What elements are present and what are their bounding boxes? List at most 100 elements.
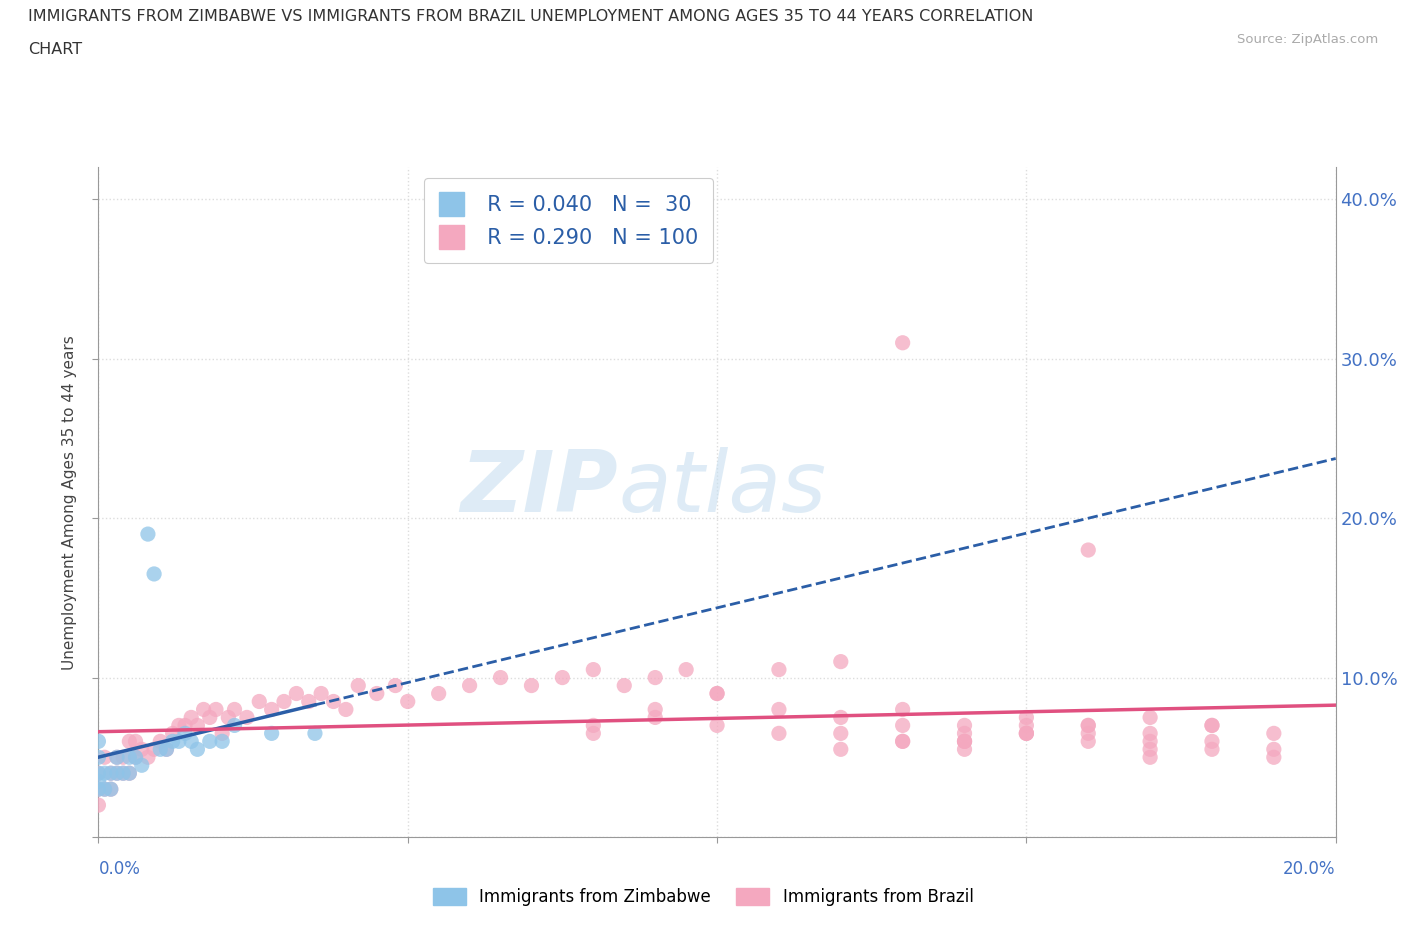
Point [953,734,976,749]
Point [1077,718,1099,733]
Point [87,782,110,797]
Point [155,742,177,757]
Legend: Immigrants from Zimbabwe, Immigrants from Brazil: Immigrants from Zimbabwe, Immigrants fro… [426,881,980,912]
Point [1263,726,1285,741]
Point [551,671,574,685]
Point [427,686,450,701]
Point [891,718,914,733]
Point [520,678,543,693]
Point [1015,726,1038,741]
Point [112,750,135,764]
Point [260,702,283,717]
Point [167,718,190,733]
Y-axis label: Unemployment Among Ages 35 to 44 years: Unemployment Among Ages 35 to 44 years [62,335,77,670]
Point [118,765,141,780]
Point [891,734,914,749]
Text: 0.0%: 0.0% [98,860,141,878]
Point [768,702,790,717]
Point [93,750,115,764]
Point [186,742,208,757]
Point [87,782,110,797]
Text: IMMIGRANTS FROM ZIMBABWE VS IMMIGRANTS FROM BRAZIL UNEMPLOYMENT AMONG AGES 35 TO: IMMIGRANTS FROM ZIMBABWE VS IMMIGRANTS F… [28,9,1033,24]
Point [273,694,295,709]
Point [1015,726,1038,741]
Point [644,671,666,685]
Point [87,774,110,789]
Point [953,718,976,733]
Point [167,734,190,749]
Point [105,750,128,764]
Point [124,734,146,749]
Point [335,702,357,717]
Point [105,765,128,780]
Text: atlas: atlas [619,447,827,530]
Point [1139,726,1161,741]
Point [706,718,728,733]
Point [830,654,852,669]
Point [1139,734,1161,749]
Point [131,758,153,773]
Point [309,686,332,701]
Point [211,734,233,749]
Point [118,734,141,749]
Point [124,750,146,764]
Point [953,742,976,757]
Point [93,765,115,780]
Point [87,765,110,780]
Point [1015,718,1038,733]
Point [366,686,388,701]
Point [124,750,146,764]
Point [304,726,326,741]
Point [143,566,166,581]
Point [891,336,914,351]
Point [706,686,728,701]
Point [396,694,419,709]
Point [87,798,110,813]
Point [149,734,172,749]
Point [1077,726,1099,741]
Point [162,726,184,741]
Point [1077,542,1099,557]
Point [347,678,370,693]
Point [186,718,208,733]
Point [830,742,852,757]
Point [224,718,246,733]
Point [260,726,283,741]
Point [193,702,215,717]
Point [768,662,790,677]
Point [162,734,184,749]
Point [180,710,202,724]
Point [174,718,197,733]
Point [1263,742,1285,757]
Point [285,686,308,701]
Point [217,710,239,724]
Point [100,782,122,797]
Point [105,750,128,764]
Point [247,694,270,709]
Point [582,662,605,677]
Point [149,742,172,757]
Point [87,750,110,764]
Point [112,765,135,780]
Point [1015,710,1038,724]
Point [582,718,605,733]
Point [1139,742,1161,757]
Point [953,734,976,749]
Point [105,765,128,780]
Point [112,765,135,780]
Point [458,678,481,693]
Point [830,726,852,741]
Point [1263,750,1285,764]
Point [582,726,605,741]
Point [1077,718,1099,733]
Point [93,782,115,797]
Point [953,734,976,749]
Point [384,678,406,693]
Point [644,710,666,724]
Point [236,710,259,724]
Point [87,734,110,749]
Point [143,742,166,757]
Point [205,702,228,717]
Point [489,671,512,685]
Point [155,742,177,757]
